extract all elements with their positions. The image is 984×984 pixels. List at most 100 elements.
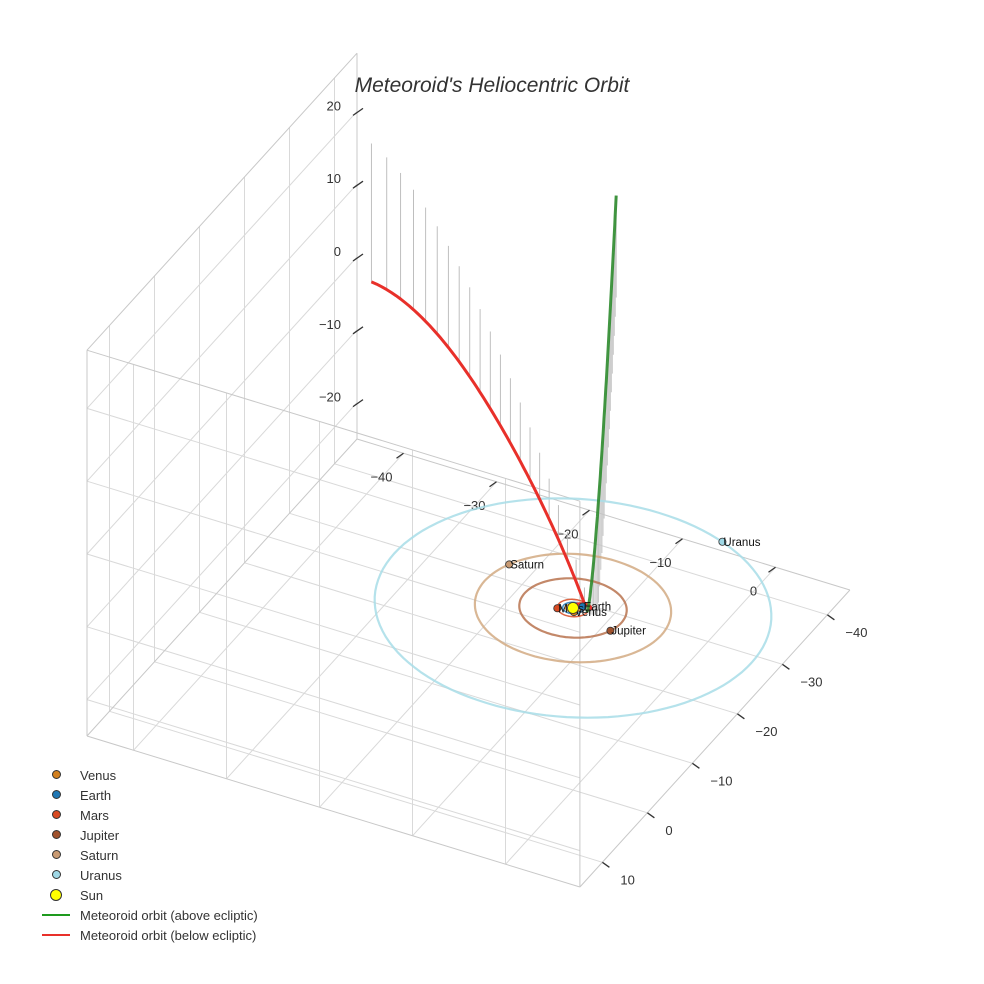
box-edge	[86, 52, 358, 351]
legend-item[interactable]: Uranus	[40, 865, 258, 885]
floor-grid-x	[505, 566, 776, 865]
orbit-jupiter	[518, 577, 628, 639]
planet-jupiter-label: Jupiter	[611, 626, 646, 638]
side-grid-z	[86, 183, 358, 482]
wall-grid-z	[86, 480, 581, 633]
y-tick-label: −40	[845, 625, 867, 640]
floor-grid-x	[226, 481, 497, 780]
wall-grid-z	[86, 553, 581, 706]
legend-symbol	[40, 825, 74, 845]
side-grid-z	[86, 329, 358, 628]
z-tick-label: 20	[327, 98, 341, 113]
planet-earth-label: Earth	[584, 602, 612, 614]
legend-label: Meteoroid orbit (below ecliptic)	[80, 927, 257, 943]
legend-symbol	[40, 805, 74, 825]
legend-symbol	[40, 765, 74, 785]
z-tick	[352, 180, 364, 189]
planet-uranus-label: Uranus	[723, 537, 760, 549]
legend-label: Venus	[80, 767, 117, 783]
legend-symbol	[40, 925, 74, 945]
floor-grid-x	[319, 509, 590, 808]
y-tick-label: −20	[755, 724, 777, 739]
legend-item[interactable]: Jupiter	[40, 825, 258, 845]
legend-label: Meteoroid orbit (above ecliptic)	[80, 907, 258, 923]
legend-dot-swatch	[52, 790, 61, 799]
planet-saturn-label: Saturn	[510, 559, 544, 571]
z-tick-label: −10	[319, 317, 341, 332]
y-tick	[647, 812, 655, 819]
y-tick-label: −10	[710, 773, 732, 788]
wall-grid-z	[86, 407, 581, 560]
meteoroid-below-line	[370, 280, 593, 610]
legend-symbol	[40, 845, 74, 865]
legend-label: Sun	[80, 887, 104, 903]
y-tick	[782, 663, 790, 670]
x-tick-label: −10	[649, 555, 671, 570]
legend-item[interactable]: Venus	[40, 765, 258, 785]
x-tick	[675, 538, 683, 545]
planet-saturn-marker	[505, 560, 514, 569]
side-grid-z	[86, 256, 358, 555]
planet-orbits	[373, 497, 773, 719]
legend-symbol	[40, 865, 74, 885]
legend-label: Jupiter	[80, 827, 120, 843]
wall-grid-z	[86, 626, 581, 779]
z-tick	[352, 253, 364, 262]
floor-grid-x	[412, 538, 683, 837]
z-tick	[352, 326, 364, 335]
legend-dot-swatch	[52, 850, 61, 859]
meteoroid-above-line	[585, 195, 618, 613]
legend-item[interactable]: Meteoroid orbit (above ecliptic)	[40, 905, 258, 925]
planet-earth-marker	[578, 602, 587, 611]
y-tick-label: 10	[620, 872, 634, 887]
box-edge	[86, 735, 581, 888]
legend-dot-swatch	[52, 830, 61, 839]
box-edge	[579, 589, 851, 888]
side-grid-z	[86, 111, 358, 409]
legend-item[interactable]: Sun	[40, 885, 258, 905]
z-tick	[352, 107, 364, 116]
legend-item[interactable]: Mars	[40, 805, 258, 825]
legend-symbol	[40, 785, 74, 805]
z-tick-label: −20	[319, 390, 341, 405]
drop-lines	[370, 143, 617, 616]
floor-grid-y	[244, 562, 738, 715]
wall-grid-z	[86, 699, 581, 852]
legend-label: Earth	[80, 787, 112, 803]
legend-dot-swatch	[52, 810, 61, 819]
chart-title: Meteoroid's Heliocentric Orbit	[354, 74, 630, 97]
legend-dot-swatch	[50, 889, 62, 901]
legend-symbol	[40, 905, 74, 925]
y-tick	[692, 762, 700, 769]
axis-box	[86, 52, 851, 888]
box-edge	[86, 349, 581, 502]
orbit-uranus	[373, 497, 773, 719]
legend-item[interactable]: Meteoroid orbit (below ecliptic)	[40, 925, 258, 945]
floor-grid-y	[154, 661, 648, 814]
x-tick-label: 0	[750, 583, 757, 598]
y-tick	[737, 713, 745, 720]
legend-item[interactable]: Earth	[40, 785, 258, 805]
legend: Venus Earth Mars Jupiter Saturn Uranus Sun Mete…	[40, 765, 258, 945]
y-tick-label: 0	[665, 823, 672, 838]
legend-label: Mars	[80, 807, 109, 823]
x-tick	[768, 566, 776, 573]
floor-grid-y	[289, 512, 783, 665]
x-tick-label: −40	[370, 469, 392, 484]
planet-jupiter-marker	[606, 626, 615, 635]
legend-label: Saturn	[80, 847, 119, 863]
sun-marker	[567, 602, 579, 614]
legend-symbol	[40, 885, 74, 905]
legend-dot-swatch	[52, 870, 61, 879]
legend-item[interactable]: Saturn	[40, 845, 258, 865]
box-edge	[86, 438, 358, 737]
legend-line-swatch	[42, 934, 70, 936]
x-tick-label: −30	[463, 498, 485, 513]
z-tick-label: 0	[334, 244, 341, 259]
x-tick	[582, 509, 590, 516]
y-tick-label: −30	[800, 674, 822, 689]
orbit-saturn	[473, 552, 673, 664]
legend-dot-swatch	[52, 770, 61, 779]
